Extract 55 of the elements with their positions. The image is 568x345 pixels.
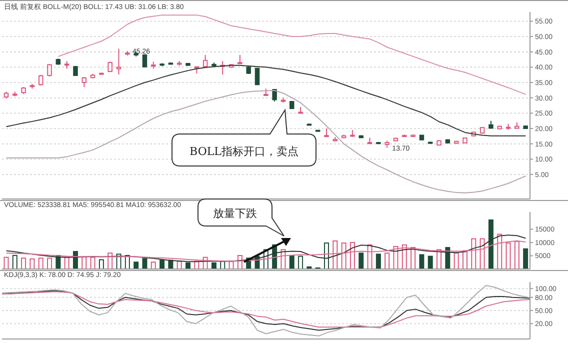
bar [462, 250, 468, 269]
bar [488, 219, 494, 269]
line-series [6, 90, 526, 194]
candlestick [38, 74, 44, 86]
bar [289, 254, 294, 269]
bar [142, 258, 148, 269]
bar [21, 258, 26, 269]
bar [98, 259, 104, 269]
line-series [6, 240, 526, 262]
bar [506, 242, 511, 269]
bar [514, 240, 520, 269]
bar [90, 256, 96, 269]
bar [428, 256, 433, 269]
bar [47, 258, 52, 269]
bar [150, 262, 156, 269]
bar [376, 254, 381, 269]
bar [341, 242, 346, 269]
bar [108, 252, 113, 269]
bar [116, 254, 122, 269]
annotation: 放量下跌 [213, 207, 257, 220]
bar [186, 262, 190, 269]
bar [384, 252, 390, 269]
candlestick [254, 67, 260, 86]
candlestick [47, 64, 52, 77]
bar [4, 256, 9, 269]
candlestick [82, 76, 87, 88]
line-series [58, 14, 526, 95]
candlestick [202, 54, 208, 68]
bar [523, 248, 528, 269]
bar [30, 258, 35, 269]
bar [160, 260, 165, 269]
bar [12, 254, 18, 269]
bar [497, 234, 502, 269]
line-series [6, 234, 526, 262]
bar [134, 262, 139, 269]
bar [72, 251, 78, 269]
bar [454, 252, 459, 269]
bar [324, 242, 329, 269]
bar [350, 242, 355, 269]
bar [393, 246, 398, 269]
candlestick [142, 54, 148, 68]
bar [480, 238, 485, 269]
bar [298, 256, 304, 269]
bar [471, 238, 476, 269]
bar [332, 240, 338, 269]
line-series [2, 285, 530, 336]
annotation: BOLL指标开口，卖点 [190, 145, 298, 158]
bar [410, 247, 416, 269]
bar [419, 254, 424, 269]
candlestick [116, 48, 122, 76]
bar [402, 244, 407, 269]
bar [124, 254, 130, 269]
bar [358, 252, 364, 269]
bar [38, 258, 44, 269]
bar [211, 262, 216, 269]
